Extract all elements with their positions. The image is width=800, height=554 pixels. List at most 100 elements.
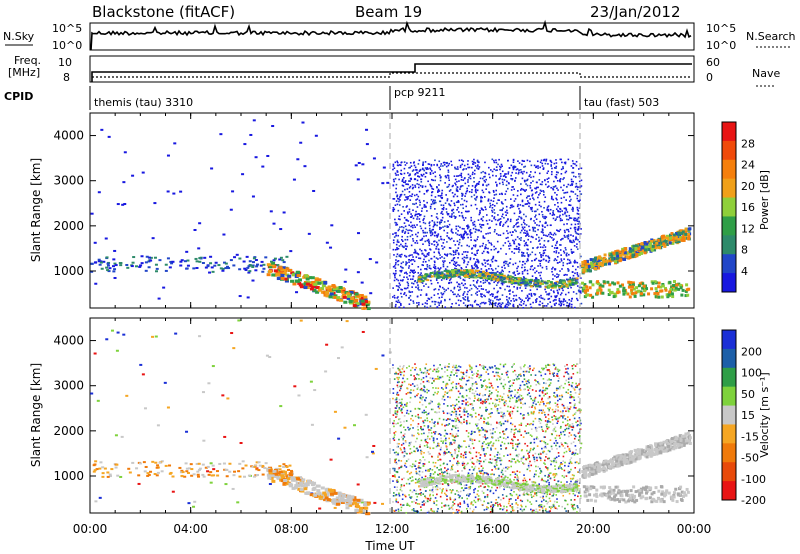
echo-point: [417, 276, 421, 279]
echo-point: [273, 475, 278, 479]
echo-point: [93, 352, 97, 355]
echo-point: [230, 332, 234, 335]
echo-point: [580, 193, 583, 195]
echo-point: [464, 195, 466, 197]
echo-point: [642, 293, 646, 297]
echo-point: [456, 489, 458, 492]
echo-point: [556, 273, 558, 275]
echo-point: [424, 275, 428, 278]
echo-point: [406, 262, 408, 264]
echo-point: [420, 213, 422, 216]
echo-point: [485, 188, 487, 190]
echo-point: [276, 476, 281, 480]
echo-point: [221, 394, 225, 397]
echo-point: [439, 254, 441, 256]
echo-point: [525, 241, 527, 244]
echo-point: [507, 276, 511, 279]
echo-point: [215, 470, 219, 473]
echo-point: [122, 181, 126, 184]
echo-point: [477, 182, 480, 185]
echo-point: [489, 432, 492, 435]
echo-point: [405, 287, 407, 290]
echo-point: [464, 210, 467, 213]
echo-point: [474, 189, 477, 192]
echo-point: [405, 196, 407, 198]
echo-point: [399, 254, 401, 256]
echo-point: [501, 215, 503, 218]
echo-point: [628, 295, 632, 299]
echo-point: [406, 235, 409, 238]
echo-point: [329, 458, 333, 461]
echo-point: [424, 371, 426, 374]
echo-point: [409, 291, 412, 294]
echo-point: [427, 180, 429, 183]
echo-point: [96, 399, 100, 402]
echo-point: [417, 172, 419, 174]
echo-point: [559, 217, 562, 220]
echo-point: [368, 258, 372, 261]
echo-point: [533, 164, 536, 167]
echo-point: [442, 265, 445, 268]
echo-point: [475, 372, 478, 375]
echo-point: [454, 251, 457, 253]
echo-point: [456, 375, 458, 377]
echo-point: [417, 287, 419, 290]
echo-point: [114, 466, 118, 469]
echo-point: [396, 260, 399, 263]
echo-point: [269, 210, 273, 213]
echo-point: [624, 249, 628, 253]
echo-point: [350, 296, 355, 300]
echo-point: [170, 262, 174, 265]
echo-point: [660, 289, 664, 293]
echo-point: [450, 491, 453, 494]
echo-point: [403, 210, 405, 212]
echo-point: [521, 172, 524, 175]
echo-point: [543, 492, 546, 495]
echo-point: [358, 506, 363, 510]
echo-point: [440, 301, 442, 304]
echo-point: [467, 273, 470, 276]
echo-point: [440, 212, 442, 215]
echo-point: [651, 281, 655, 285]
echo-point: [663, 236, 667, 240]
echo-point: [527, 299, 529, 302]
echo-point: [493, 248, 496, 251]
echo-point: [512, 272, 514, 274]
echo-point: [574, 219, 576, 222]
echo-point: [431, 187, 433, 190]
echo-point: [553, 259, 556, 262]
echo-point: [554, 219, 557, 222]
echo-point: [555, 296, 558, 298]
echo-point: [629, 247, 633, 251]
echo-point: [424, 167, 427, 169]
echo-point: [499, 166, 502, 169]
echo-point: [470, 219, 473, 222]
echo-point: [160, 470, 164, 473]
echo-point: [454, 269, 458, 272]
echo-point: [426, 264, 429, 266]
echo-point: [507, 413, 510, 416]
echo-point: [553, 232, 556, 235]
echo-point: [357, 161, 361, 164]
echo-point: [198, 257, 202, 260]
echo-point: [536, 298, 538, 300]
echo-point: [396, 171, 399, 173]
echo-point: [329, 290, 334, 294]
echo-point: [392, 241, 395, 244]
echo-point: [513, 478, 515, 481]
echo-point: [508, 182, 510, 185]
echo-point: [504, 288, 506, 291]
echo-point: [438, 296, 441, 299]
echo-point: [545, 500, 547, 503]
echo-point: [472, 276, 476, 279]
echo-point: [471, 252, 473, 254]
echo-point: [446, 232, 449, 234]
echo-point: [358, 510, 363, 514]
echo-point: [290, 470, 294, 473]
echo-point: [495, 161, 498, 164]
echo-point: [501, 165, 503, 168]
echo-point: [411, 193, 414, 196]
echo-point: [465, 266, 468, 268]
echo-point: [407, 282, 410, 285]
echo-point: [325, 343, 329, 346]
